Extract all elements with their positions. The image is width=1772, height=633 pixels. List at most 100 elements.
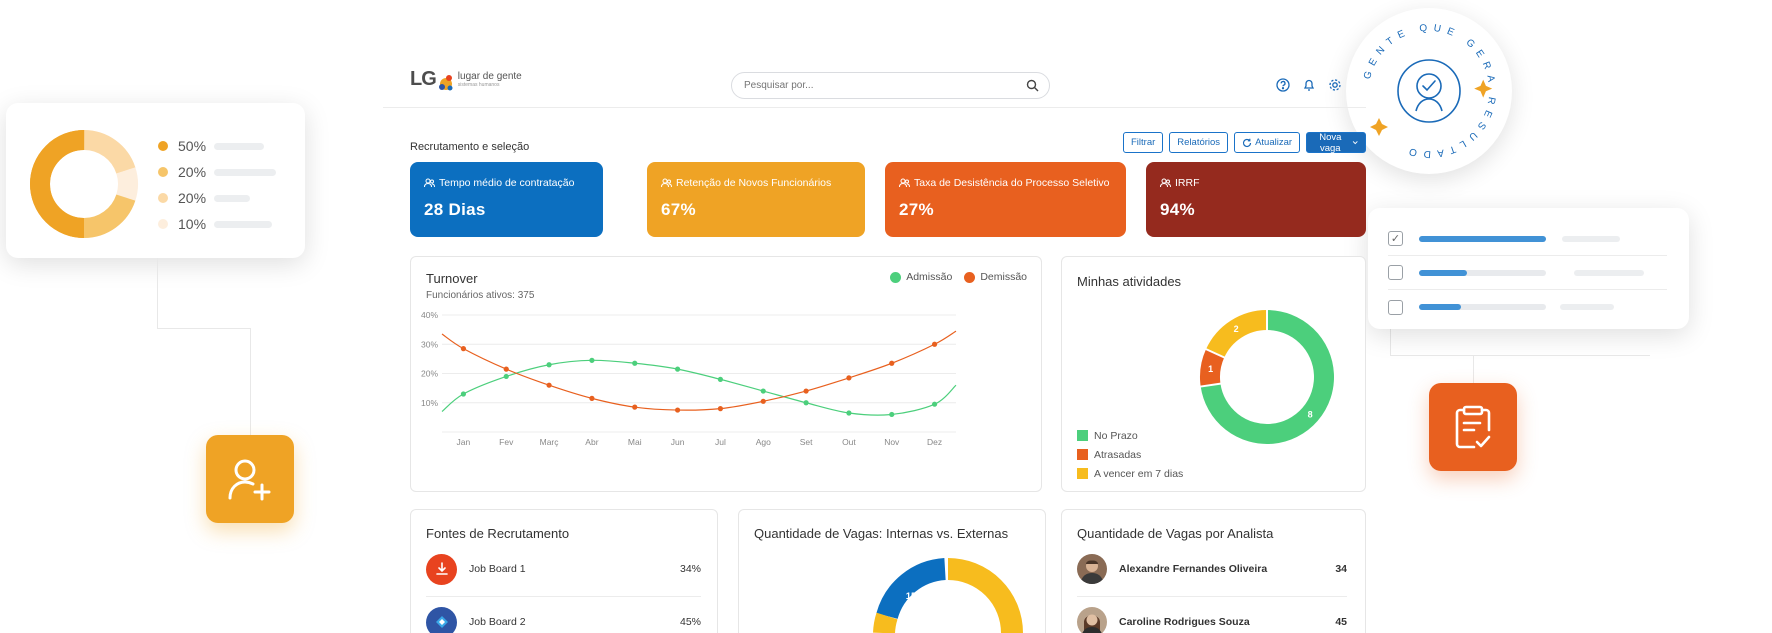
- legend-label: A vencer em 7 dias: [1094, 467, 1184, 480]
- data-point: [460, 391, 467, 397]
- placeholder-bar: [1574, 269, 1644, 276]
- donut-slice[interactable]: [1206, 310, 1268, 358]
- search-icon[interactable]: [1026, 79, 1039, 95]
- clipboard-check-icon: [1455, 405, 1491, 449]
- progress-bar: [1419, 235, 1546, 242]
- data-point: [717, 376, 724, 382]
- legend-label: Demissão: [980, 271, 1027, 283]
- data-point: [632, 404, 638, 410]
- kpi-card-dropout-rate[interactable]: Taxa de Desistência do Processo Seletivo…: [885, 162, 1126, 237]
- source-row[interactable]: Job Board 1 34%: [426, 543, 701, 595]
- header-icons: [1274, 76, 1343, 93]
- legend-item-admissao[interactable]: Admissão: [890, 271, 952, 283]
- connector-line: [157, 328, 250, 329]
- legend-label: Atrasadas: [1094, 448, 1142, 461]
- data-point: [717, 406, 724, 412]
- new-job-button[interactable]: Nova vaga: [1306, 131, 1366, 154]
- progress-fill: [1419, 269, 1468, 276]
- users-icon: [424, 178, 435, 188]
- kpi-label-text: Taxa de Desistência do Processo Seletivo: [914, 177, 1110, 189]
- reports-button[interactable]: Relatórios: [1169, 132, 1229, 153]
- analyst-job-count: 45: [1335, 616, 1347, 628]
- legend-dot: [158, 167, 168, 177]
- legend-item-demissao[interactable]: Demissão: [964, 271, 1027, 283]
- job-board-icon: [426, 553, 457, 585]
- legend-dot: [158, 193, 168, 203]
- analyst-row[interactable]: Alexandre Fernandes Oliveira 34: [1077, 543, 1347, 595]
- kpi-card-hiring-time[interactable]: Tempo médio de contratação 28 Dias: [410, 162, 603, 237]
- connector-line: [1473, 355, 1474, 383]
- help-icon[interactable]: [1274, 76, 1291, 93]
- data-point: [803, 400, 809, 406]
- legend-item: No Prazo: [1077, 426, 1183, 445]
- slogan-badge: GENTE QUE GERA RESULTADO: [1346, 8, 1512, 174]
- analyst-row[interactable]: Caroline Rodrigues Souza 45: [1077, 596, 1347, 633]
- chevron-down-icon: [1352, 141, 1358, 145]
- checklist-row: [1388, 290, 1667, 324]
- progress-fill: [1419, 304, 1461, 310]
- kpi-label: IRRF: [1160, 177, 1352, 189]
- legend-value: 10%: [178, 216, 207, 232]
- source-percentage: 45%: [679, 616, 701, 628]
- refresh-button[interactable]: Atualizar: [1234, 132, 1301, 153]
- placeholder-bar: [1560, 304, 1614, 310]
- x-tick-label: Abr: [585, 437, 598, 447]
- x-tick-label: Set: [800, 437, 813, 447]
- avatar: [1077, 607, 1107, 633]
- page-title: Recrutamento e seleção: [410, 141, 530, 153]
- kpi-card-retention[interactable]: Retenção de Novos Funcionários 67%: [647, 162, 865, 237]
- kpi-label-text: Tempo médio de contratação: [439, 177, 575, 189]
- brand-logo[interactable]: LG lugar de gente sistemas humanos: [410, 68, 522, 91]
- add-user-tile: [206, 435, 294, 523]
- card-title: Turnover: [426, 271, 478, 286]
- kpi-label: Taxa de Desistência do Processo Seletivo: [899, 177, 1112, 189]
- svg-text:GENTE QUE GERA RESULTADO: GENTE QUE GERA RESULTADO: [1362, 23, 1497, 160]
- y-tick-label: 10%: [421, 398, 438, 408]
- new-job-label: Nova vaga: [1319, 131, 1342, 154]
- placeholder-bar: [214, 168, 276, 176]
- card-title: Quantidade de Vagas por Analista: [1077, 526, 1274, 541]
- donut-slice[interactable]: [1200, 349, 1225, 387]
- card-title: Fontes de Recrutamento: [426, 526, 570, 541]
- data-point: [846, 375, 852, 381]
- kpi-label: Tempo médio de contratação: [424, 177, 589, 189]
- x-tick-label: Ago: [756, 437, 771, 447]
- kpi-value: 27%: [899, 200, 934, 219]
- x-tick-label: Out: [842, 437, 856, 447]
- users-icon: [661, 178, 672, 188]
- kpi-value: 67%: [661, 200, 696, 219]
- row-divider: [426, 596, 701, 597]
- data-point: [589, 357, 595, 363]
- connector-line: [1390, 355, 1650, 356]
- source-row[interactable]: Job Board 2 45%: [426, 596, 701, 633]
- series-line-admissão: [441, 359, 957, 416]
- search-bar[interactable]: [731, 72, 1050, 99]
- donut-slice-external: [873, 612, 898, 633]
- job-board-icon: [426, 606, 457, 633]
- card-title: Minhas atividades: [1077, 274, 1182, 289]
- donut-slice[interactable]: [1200, 310, 1334, 444]
- data-point: [503, 373, 509, 380]
- legend-value: 50%: [178, 138, 207, 154]
- turnover-line-chart: 40% 30% 20% 10% Jan Fev Març Abr Mai Jun Jul Ago Set…: [421, 310, 957, 447]
- gear-icon[interactable]: [1326, 76, 1343, 93]
- analyst-name: Caroline Rodrigues Souza: [1119, 616, 1250, 628]
- analysts-card: Quantidade de Vagas por Analista Alexand…: [1061, 509, 1366, 633]
- source-name: Job Board 1: [469, 563, 526, 575]
- legend-value: 20%: [178, 190, 207, 206]
- legend-swatch: [1077, 430, 1088, 441]
- x-tick-label: Març: [540, 437, 560, 447]
- slice-separator: [1199, 382, 1222, 388]
- kpi-card-irrf[interactable]: IRRF 94%: [1146, 162, 1366, 237]
- decor-legend-row: 20%: [158, 185, 276, 211]
- bell-icon[interactable]: [1300, 76, 1317, 93]
- activities-donut-chart: 8 1 2: [1199, 309, 1334, 444]
- filter-button[interactable]: Filtrar: [1123, 132, 1164, 153]
- progress-bar: [1419, 269, 1546, 276]
- refresh-icon: [1243, 138, 1252, 147]
- search-input[interactable]: [744, 80, 1014, 91]
- x-tick-label: Fev: [499, 437, 514, 447]
- progress-fill: [1419, 235, 1546, 242]
- connector-line: [157, 258, 158, 328]
- y-tick-label: 40%: [421, 310, 438, 320]
